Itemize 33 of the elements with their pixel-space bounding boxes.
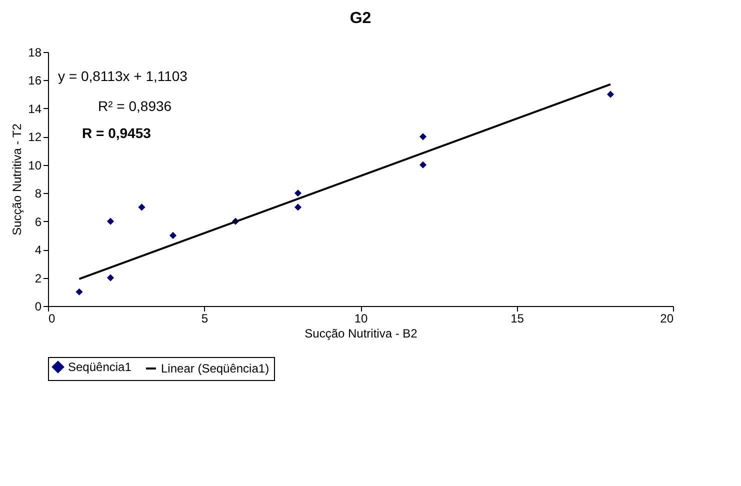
y-tick-label: 14 [28,102,42,116]
x-tick-label: 20 [660,312,674,326]
y-tick-label: 6 [34,214,42,229]
point [106,274,114,282]
annotation: y = 0,8113x + 1,1103 [58,68,188,84]
y-tick-label: 18 [28,46,42,60]
x-tick-label: 5 [201,312,208,326]
y-tick-label: 16 [28,74,42,88]
legend-label: Seqüência1 [68,360,132,374]
chart-title: G2 [350,10,372,27]
y-tick-label: 0 [34,300,42,314]
y-tick-label: 12 [28,130,42,144]
y-tick-label: 4 [34,243,42,258]
annotation: R = 0,9453 [82,125,152,141]
point [138,204,146,211]
legend-label: Linear (Seqüência1) [161,362,270,376]
point [419,133,427,140]
x-axis-title: Sucção Nutritiva - B2 [304,326,418,340]
point [106,218,114,225]
x-tick-label: 15 [510,312,524,326]
y-tick-label: 2 [34,271,42,286]
point [169,232,177,239]
annotation: R² = 0,8936 [98,98,172,114]
x-tick-label: 10 [354,312,368,326]
point [606,90,614,98]
x-tick-label: 0 [48,312,56,326]
point [294,190,302,197]
point [76,288,83,296]
y-axis-title: Sucção Nutritiva - T2 [10,123,24,236]
point [294,204,302,211]
point [419,161,427,168]
y-tick-label: 10 [28,158,42,172]
y-tick-label: 8 [34,186,42,201]
